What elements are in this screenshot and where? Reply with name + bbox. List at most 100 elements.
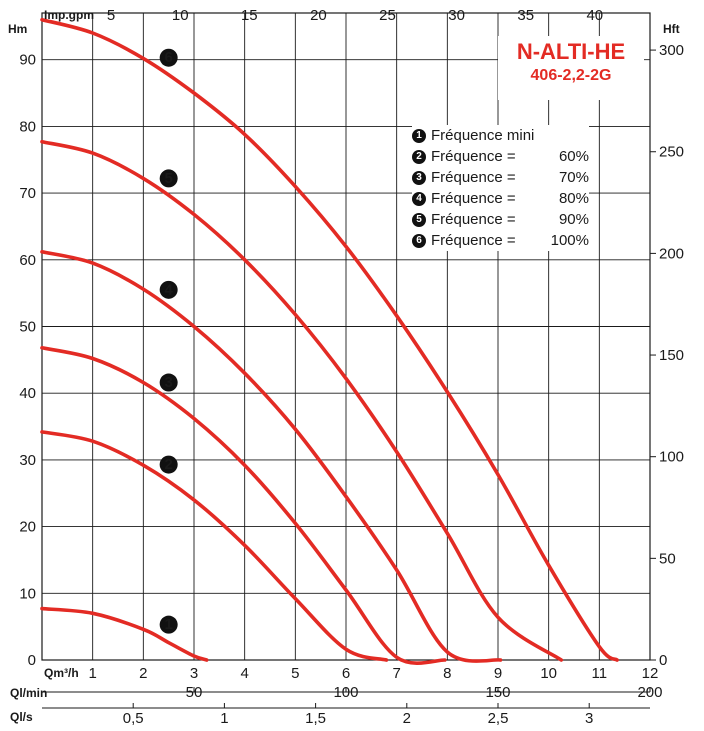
x-axis-tick-label: 6 bbox=[342, 665, 350, 682]
legend-label: Fréquence = bbox=[431, 148, 516, 165]
curve-series-2 bbox=[40, 430, 389, 662]
curve-marker-label: 4 bbox=[164, 281, 173, 298]
x-axis-tick-label: 3 bbox=[190, 665, 198, 682]
curve-marker-label: 1 bbox=[164, 616, 172, 633]
number-marker-icon: 3 bbox=[412, 170, 426, 185]
legend-item-2: 2 Fréquence = 60% bbox=[412, 146, 589, 167]
x-axis-tick-label: 7 bbox=[392, 665, 400, 682]
number-marker-icon: 4 bbox=[412, 191, 426, 206]
number-marker-icon: 1 bbox=[412, 128, 426, 143]
curve-marker-4-icon: 4 bbox=[159, 280, 178, 299]
x-axis-tick-label: 12 bbox=[642, 665, 659, 682]
legend-label: Fréquence = bbox=[431, 169, 516, 186]
curve-marker-circle bbox=[159, 615, 178, 634]
y-left-tick-label: 80 bbox=[19, 118, 36, 135]
curve-marker-label: 5 bbox=[164, 170, 172, 187]
curve-series-3 bbox=[40, 346, 447, 665]
legend-value: 70% bbox=[558, 169, 589, 186]
curve-series-5 bbox=[40, 139, 564, 662]
curve-series-6 bbox=[40, 17, 619, 662]
performance-curves: 1 2 3 4 5 6 bbox=[40, 17, 619, 665]
top-axis-tick-label: 25 bbox=[379, 7, 396, 24]
x-axis-tick-label: 2 bbox=[139, 665, 147, 682]
legend-item-5: 5 Fréquence = 90% bbox=[412, 209, 589, 230]
legend-label: Fréquence = bbox=[431, 232, 516, 249]
top-axis-tick-label: 20 bbox=[310, 7, 327, 24]
curve-marker-circle bbox=[159, 169, 178, 188]
y-right-tick-label: 300 bbox=[659, 42, 684, 59]
curve-marker-2-icon: 2 bbox=[159, 455, 178, 474]
x-axis-tick-label: 4 bbox=[240, 665, 248, 682]
ls-axis-tick-label: 2,5 bbox=[488, 710, 509, 727]
x-axis-tick-label: 5 bbox=[291, 665, 299, 682]
chart-title-box: N-ALTI-HE 406-2,2-2G bbox=[498, 36, 644, 100]
top-axis-title: Imp.gpm bbox=[44, 8, 94, 22]
y-left-tick-label: 70 bbox=[19, 185, 36, 202]
legend-label: Fréquence = bbox=[431, 211, 516, 228]
y-right-tick-label: 250 bbox=[659, 144, 684, 161]
curve-marker-5-icon: 5 bbox=[159, 169, 178, 188]
x-axis-tick-label: 10 bbox=[540, 665, 557, 682]
ls-axis-tick-label: 0,5 bbox=[123, 710, 144, 727]
curve-marker-circle bbox=[159, 280, 178, 299]
ls-axis-tick-label: 3 bbox=[585, 710, 593, 727]
lmin-axis-tick-label: 150 bbox=[485, 684, 510, 701]
curve-marker-label: 3 bbox=[164, 374, 172, 391]
y-left-tick-label: 90 bbox=[19, 52, 36, 69]
curve-marker-circle bbox=[159, 48, 178, 67]
y-left-tick-label: 10 bbox=[19, 585, 36, 602]
x-axis-tick-label: 1 bbox=[88, 665, 96, 682]
y-left-tick-label: 0 bbox=[28, 652, 36, 669]
curve-marker-label: 2 bbox=[164, 456, 172, 473]
lmin-axis-tick-label: 200 bbox=[637, 684, 662, 701]
legend-label: Fréquence mini bbox=[431, 127, 535, 144]
curve-marker-circle bbox=[159, 455, 178, 474]
curve-marker-label: 6 bbox=[164, 49, 172, 66]
y-right-axis-title: Hft bbox=[663, 22, 680, 36]
ls-axis-tick-label: 2 bbox=[403, 710, 411, 727]
y-left-axis-title: Hm bbox=[8, 22, 27, 36]
curve-marker-3-icon: 3 bbox=[159, 373, 178, 392]
top-axis-tick-label: 5 bbox=[107, 7, 115, 24]
y-left-tick-label: 60 bbox=[19, 252, 36, 269]
y-left-tick-label: 40 bbox=[19, 385, 36, 402]
y-left-tick-label: 50 bbox=[19, 318, 36, 335]
number-marker-icon: 5 bbox=[412, 212, 426, 227]
curve-marker-circle bbox=[159, 373, 178, 392]
ls-axis-tick-label: 1 bbox=[220, 710, 228, 727]
top-axis-tick-label: 40 bbox=[586, 7, 603, 24]
legend-value: 90% bbox=[558, 211, 589, 228]
y-left-tick-label: 30 bbox=[19, 452, 36, 469]
ls-axis-title: Ql/s bbox=[10, 710, 33, 724]
legend-value: 80% bbox=[558, 190, 589, 207]
legend-item-6: 6 Fréquence = 100% bbox=[412, 230, 589, 251]
y-right-tick-label: 100 bbox=[659, 449, 684, 466]
lmin-axis-title: Ql/min bbox=[10, 686, 47, 700]
legend-value: 60% bbox=[558, 148, 589, 165]
legend-value: 100% bbox=[550, 232, 589, 249]
ls-axis-tick-label: 1,5 bbox=[305, 710, 326, 727]
y-right-tick-label: 200 bbox=[659, 245, 684, 262]
lmin-axis-tick-label: 100 bbox=[333, 684, 358, 701]
legend-item-4: 4 Fréquence = 80% bbox=[412, 188, 589, 209]
top-axis-tick-label: 15 bbox=[241, 7, 258, 24]
y-left-tick-label: 20 bbox=[19, 519, 36, 536]
chart-title: N-ALTI-HE bbox=[516, 39, 626, 64]
curve-marker-6-icon: 6 bbox=[159, 48, 178, 67]
y-right-tick-label: 0 bbox=[659, 652, 667, 669]
curve-series-4 bbox=[40, 250, 503, 663]
chart-subtitle: 406-2,2-2G bbox=[530, 67, 612, 84]
legend-item-3: 3 Fréquence = 70% bbox=[412, 167, 589, 188]
curve-series-1 bbox=[40, 606, 209, 662]
legend: 1 Fréquence mini 2 Fréquence = 60% 3 Fré… bbox=[412, 125, 589, 251]
legend-label: Fréquence = bbox=[431, 190, 516, 207]
legend-item-1: 1 Fréquence mini bbox=[412, 125, 589, 146]
x-axis-title: Qm³/h bbox=[44, 666, 79, 680]
top-axis-tick-label: 35 bbox=[517, 7, 534, 24]
y-right-tick-label: 50 bbox=[659, 550, 676, 567]
curve-marker-1-icon: 1 bbox=[159, 615, 178, 634]
lmin-axis-tick-label: 50 bbox=[186, 684, 203, 701]
grid-lines bbox=[41, 12, 656, 709]
y-right-tick-label: 150 bbox=[659, 347, 684, 364]
